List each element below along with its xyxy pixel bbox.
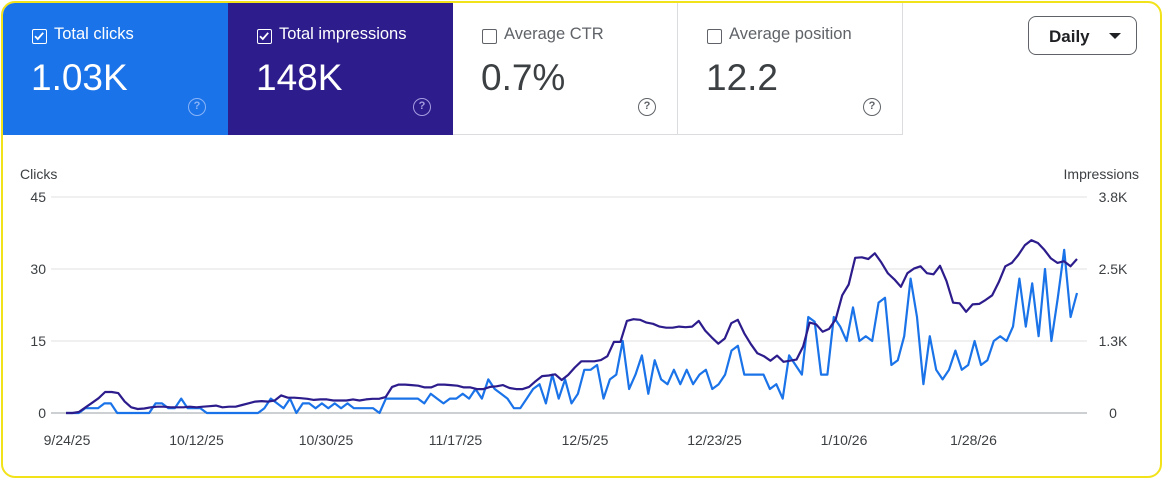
help-icon[interactable]: ? <box>638 98 656 116</box>
y-axis-label-left: Clicks <box>20 166 57 182</box>
metric-card-total-impressions[interactable]: Total impressions 148K ? <box>228 3 453 135</box>
range-select-daily[interactable]: Daily <box>1028 16 1137 55</box>
metric-value: 0.7% <box>481 57 566 98</box>
y-tick-label-right: 0 <box>1109 405 1117 421</box>
y-tick-label-right: 2.5K <box>1099 261 1128 277</box>
y-tick-label-left: 30 <box>30 261 46 277</box>
x-tick-label: 1/10/26 <box>821 432 868 448</box>
x-tick-label: 9/24/25 <box>44 432 91 448</box>
x-tick-label: 10/12/25 <box>169 432 224 448</box>
metric-value: 12.2 <box>706 57 779 98</box>
x-tick-label: 10/30/25 <box>299 432 354 448</box>
range-select-label: Daily <box>1049 27 1090 46</box>
metric-label: Average position <box>729 25 852 43</box>
performance-chart: 45 3.8K 30 2.5K 15 1.3K 0 0 9/24/25 10/12/25 10/30… <box>20 166 1139 448</box>
x-tick-label: 12/5/25 <box>562 432 609 448</box>
y-tick-label-right: 3.8K <box>1099 189 1128 205</box>
checkbox-icon[interactable] <box>32 29 47 44</box>
help-icon[interactable]: ? <box>413 98 431 116</box>
metric-value: 148K <box>256 57 343 98</box>
y-tick-label-left: 0 <box>38 405 46 421</box>
y-tick-label-right: 1.3K <box>1099 333 1128 349</box>
y-tick-label-left: 45 <box>30 189 46 205</box>
checkbox-icon[interactable] <box>707 29 722 44</box>
checkbox-icon[interactable] <box>482 29 497 44</box>
metric-card-average-ctr[interactable]: Average CTR 0.7% ? <box>453 3 678 135</box>
y-tick-label-left: 15 <box>30 333 46 349</box>
metric-label: Average CTR <box>504 25 604 43</box>
checkbox-icon[interactable] <box>257 29 272 44</box>
series-line-clicks <box>66 248 1079 415</box>
metric-label: Total clicks <box>54 25 134 43</box>
caret-down-icon <box>1109 33 1121 39</box>
metric-value: 1.03K <box>31 57 128 98</box>
metric-card-average-position[interactable]: Average position 12.2 ? <box>678 3 903 135</box>
help-icon[interactable]: ? <box>863 98 881 116</box>
metric-card-total-clicks[interactable]: Total clicks 1.03K ? <box>3 3 228 135</box>
x-tick-label: 12/23/25 <box>687 432 742 448</box>
metric-label: Total impressions <box>279 25 407 43</box>
help-icon[interactable]: ? <box>188 98 206 116</box>
x-tick-label: 11/17/25 <box>429 432 483 448</box>
series-line-impressions <box>66 239 1078 415</box>
y-axis-label-right: Impressions <box>1064 166 1139 182</box>
x-tick-label: 1/28/26 <box>950 432 997 448</box>
